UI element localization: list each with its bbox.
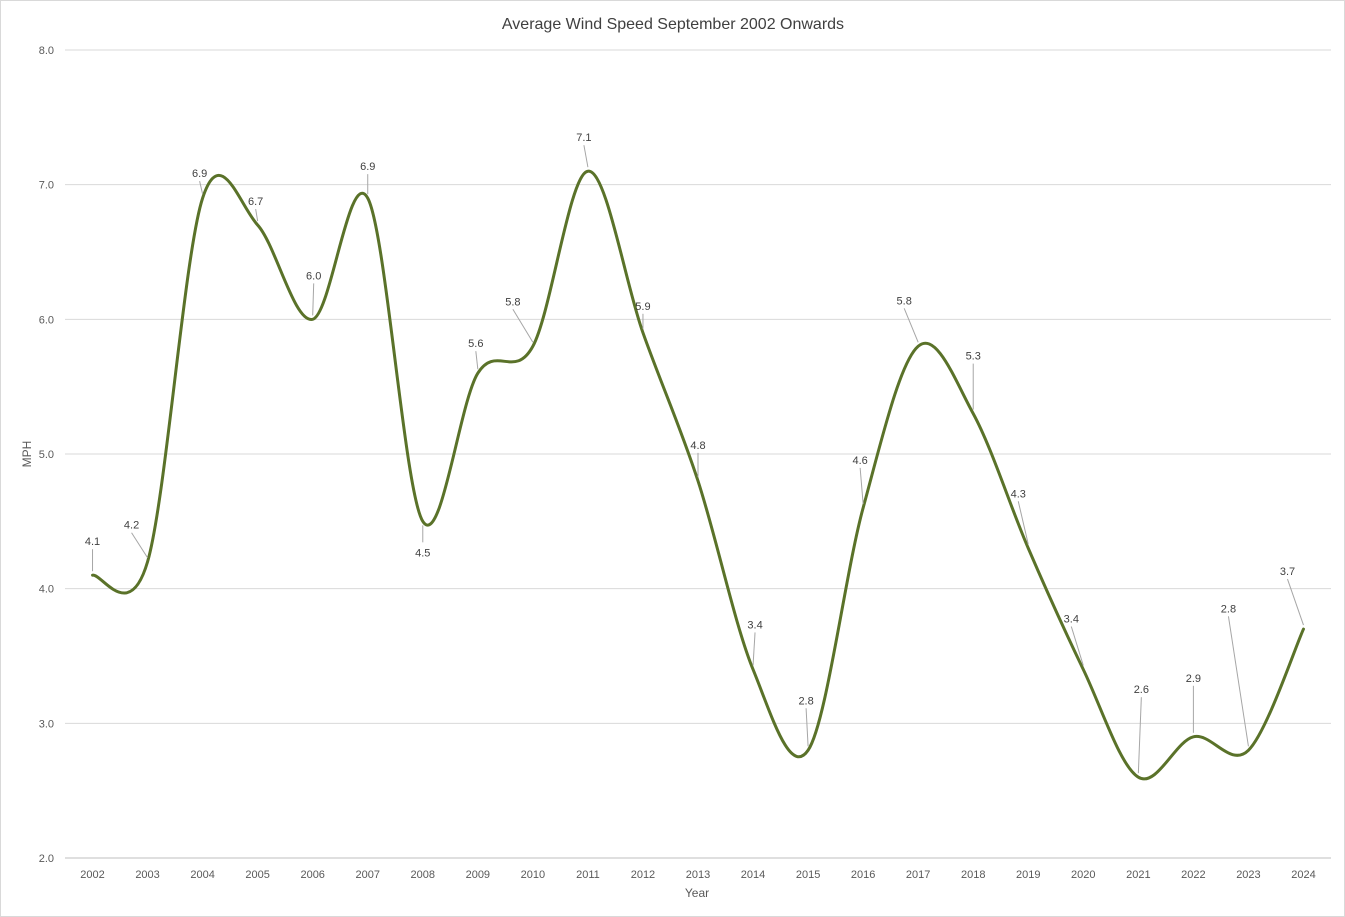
leader-line [805, 708, 809, 747]
x-tick-label: 2017 [906, 869, 930, 881]
x-tick-label: 2009 [466, 869, 490, 881]
y-tick-label: 6.0 [39, 314, 54, 326]
x-tick-label: 2018 [961, 869, 985, 881]
data-label: 4.5 [415, 547, 430, 559]
series-layer [91, 169, 1305, 781]
x-tick-label: 2016 [851, 869, 875, 881]
data-label: 5.8 [897, 295, 912, 307]
x-tick-label: 2002 [80, 869, 104, 881]
data-label: 2.9 [1186, 673, 1201, 685]
x-tick-label: 2011 [576, 869, 600, 881]
x-tick-label: 2010 [521, 869, 545, 881]
data-label: 6.7 [248, 196, 263, 208]
x-tick-label: 2021 [1126, 869, 1150, 881]
data-label: 3.4 [1064, 613, 1079, 625]
data-labels: 4.1 4.2 6.9 6.7 6.0 6.9 4.5 5.6 5.8 7.1 5.9 4.8 3.4 2… [85, 132, 1295, 707]
x-tick-label: 2024 [1291, 869, 1315, 881]
data-label: 2.8 [1221, 603, 1236, 615]
x-tick-label: 2020 [1071, 869, 1095, 881]
data-label: 3.4 [747, 619, 762, 631]
leader-line [131, 532, 148, 559]
leader-line [1070, 626, 1084, 666]
data-label: 3.7 [1280, 566, 1295, 578]
x-tick-label: 2022 [1181, 869, 1205, 881]
x-tick-label: 2014 [741, 869, 765, 881]
x-tick-label: 2015 [796, 869, 820, 881]
leader-line [199, 181, 204, 195]
data-label: 5.6 [468, 338, 483, 350]
data-label: 4.2 [124, 520, 139, 532]
y-tick-label: 2.0 [39, 853, 54, 865]
data-label: 5.8 [505, 296, 520, 308]
x-tick-label: 2012 [631, 869, 655, 881]
y-tick-label: 4.0 [39, 584, 54, 596]
x-tick-label: 2005 [245, 869, 269, 881]
data-label: 4.1 [85, 536, 100, 548]
leader-line [475, 351, 479, 370]
y-tick-label: 5.0 [39, 449, 54, 461]
leader-line [312, 283, 315, 316]
y-tick-label: 7.0 [39, 180, 54, 192]
leader-line [752, 632, 756, 666]
y-tick-label: 3.0 [39, 718, 54, 730]
leader-line [583, 145, 589, 168]
y-tick-label: 8.0 [39, 45, 54, 57]
leader-line [903, 308, 919, 343]
x-tick-label: 2004 [190, 869, 214, 881]
data-label: 5.9 [635, 301, 650, 313]
leader-line [1017, 501, 1029, 545]
data-label: 4.8 [690, 440, 705, 452]
leader-line [1137, 697, 1142, 774]
x-tick-label: 2003 [135, 869, 159, 881]
x-axis-ticks: 2002 2003 2004 2005 2006 2007 2008 2009 2010 2011… [80, 869, 1315, 881]
x-tick-label: 2006 [300, 869, 324, 881]
x-tick-label: 2007 [355, 869, 379, 881]
x-tick-label: 2013 [686, 869, 710, 881]
x-axis-title: Year [685, 886, 709, 900]
series-line [91, 169, 1305, 781]
leader-line [1227, 616, 1249, 747]
data-label: 4.6 [852, 455, 867, 467]
data-label: 2.6 [1134, 684, 1149, 696]
data-label: 6.9 [360, 161, 375, 173]
y-axis-title: MPH [20, 441, 34, 468]
gridlines [65, 49, 1331, 859]
leader-line [1287, 578, 1304, 626]
x-tick-label: 2019 [1016, 869, 1040, 881]
data-label: 5.3 [966, 351, 981, 363]
x-tick-label: 2023 [1236, 869, 1260, 881]
data-label: 4.3 [1011, 488, 1026, 500]
leader-line [859, 467, 864, 504]
y-axis-ticks: 2.0 3.0 4.0 5.0 6.0 7.0 8.0 [39, 45, 54, 865]
data-label: 6.0 [306, 270, 321, 282]
leader-line [512, 309, 534, 343]
leader-line [255, 208, 259, 222]
leader-lines [92, 145, 1304, 774]
chart-title: Average Wind Speed September 2002 Onward… [502, 16, 844, 33]
data-label: 2.8 [798, 695, 813, 707]
data-label: 7.1 [576, 132, 591, 144]
data-label: 6.9 [192, 168, 207, 180]
x-tick-label: 2008 [411, 869, 435, 881]
